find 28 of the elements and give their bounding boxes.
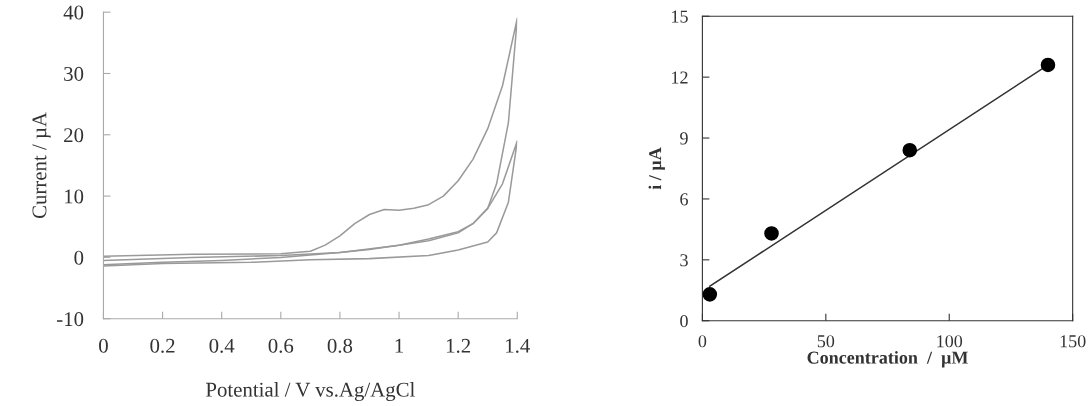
x-tick-label: 0 [698, 335, 707, 348]
y-tick-label: 0 [680, 315, 688, 328]
y-tick-label: 3 [680, 254, 688, 267]
x-tick-label: 100 [937, 335, 963, 348]
x-tick-label: 0.6 [268, 338, 294, 353]
x-tick-label: 0.4 [209, 338, 235, 353]
y-tick-label: 10 [65, 189, 84, 204]
x-tick-label: 1 [395, 338, 403, 353]
x-tick-label: 1.2 [446, 338, 471, 353]
x-axis-title: Potential / V vs.Ag/AgCl [206, 382, 415, 401]
y-tick-label: 20 [64, 128, 84, 143]
y-tick-label: -10 [57, 312, 84, 327]
y-tick-label: 12 [672, 71, 688, 84]
x-axis-title: Concentration / µM [807, 351, 968, 368]
x-tick-label: 0.2 [150, 338, 175, 353]
x-tick-label: 1.4 [506, 338, 530, 353]
x-tick-label: 0.8 [327, 338, 353, 353]
y-tick-label: 0 [74, 250, 84, 265]
x-tick-label: 0 [99, 338, 108, 353]
y-tick-label: 15 [672, 10, 688, 23]
y-tick-label: 9 [680, 132, 688, 145]
x-tick-label: 50 [817, 335, 835, 348]
y-tick-label: 6 [680, 193, 688, 206]
y-axis-title: i / µA [648, 147, 665, 190]
y-axis-title: Current / µA [32, 112, 51, 219]
y-tick-label: 40 [63, 5, 84, 20]
x-tick-label: 150 [1060, 335, 1086, 348]
y-tick-label: 30 [64, 66, 84, 81]
